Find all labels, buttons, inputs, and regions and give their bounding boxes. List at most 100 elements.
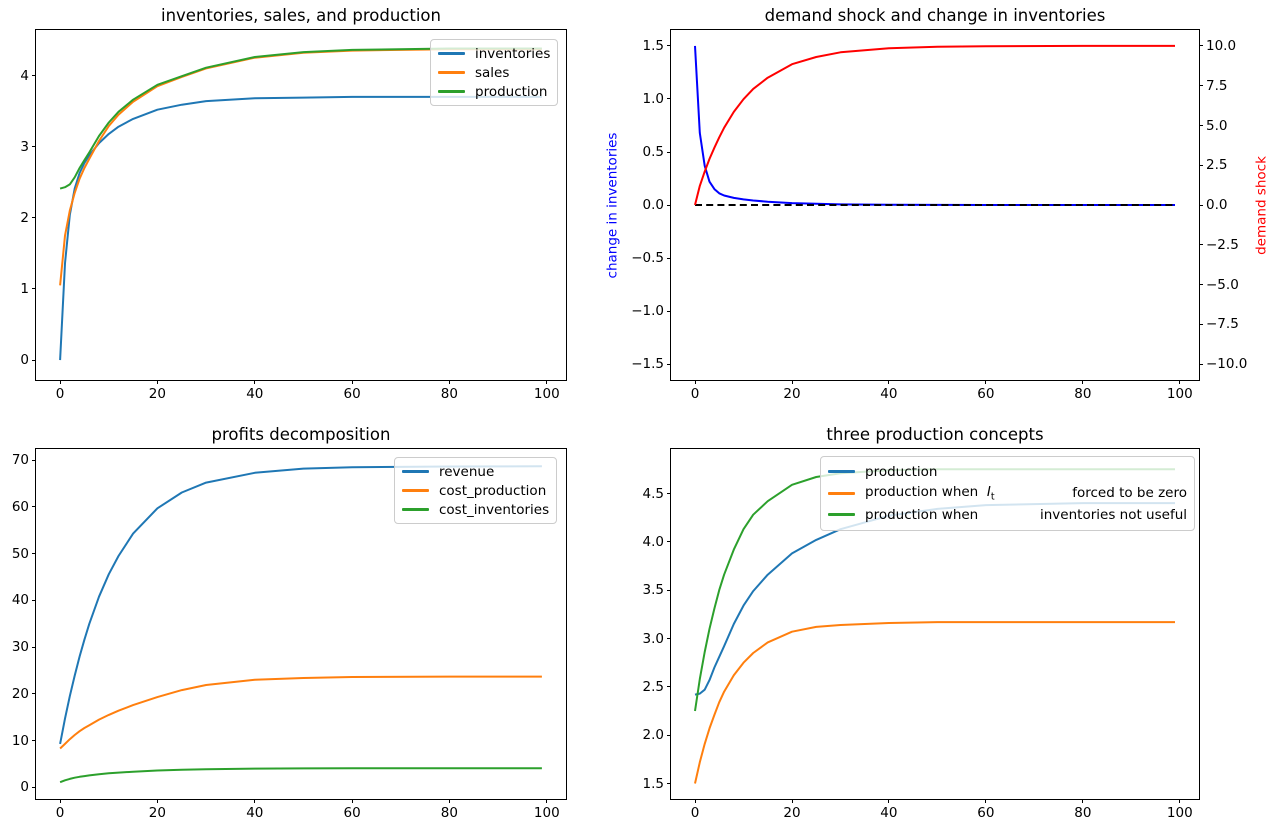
legend-entry-label-right: forced to be zero [1072, 485, 1187, 502]
y-tick-label-right: 7.5 [1206, 77, 1228, 94]
legend-entry-label-right: inventories not useful [1040, 506, 1187, 523]
x-tick-mark [351, 799, 353, 803]
legend-line-sample [438, 90, 465, 93]
legend-entry: production [438, 82, 550, 101]
y-tick-mark [32, 740, 36, 742]
legend-entry-label: production [865, 463, 938, 480]
y-tick-mark-right [1199, 244, 1203, 246]
y-tick-mark [32, 599, 36, 601]
y-tick-mark [32, 646, 36, 648]
y-tick-label: 10 [11, 732, 29, 749]
y-tick-label-right: 0.0 [1206, 197, 1228, 213]
y-tick-label: 20 [11, 685, 29, 702]
y-tick-mark [667, 541, 671, 543]
y-tick-label: −0.5 [631, 250, 664, 266]
y-tick-label: 0.0 [642, 197, 664, 213]
x-tick-label: 0 [690, 805, 700, 821]
legend-line-sample [828, 470, 855, 474]
y-tick-mark [32, 288, 36, 290]
chart-title-demand-shock-change-in-inventories: demand shock and change in inventories [764, 6, 1106, 25]
y-tick-mark [32, 217, 36, 219]
y-tick-mark-right [1199, 164, 1203, 166]
x-tick-label: 60 [343, 386, 361, 402]
y-tick-mark [667, 98, 671, 100]
x-tick-label: 20 [783, 805, 801, 821]
y-tick-label: 3 [20, 138, 29, 155]
x-tick-mark [59, 380, 61, 384]
y-tick-mark [667, 257, 671, 259]
y-tick-mark [32, 146, 36, 148]
legend-entry-label: cost_inventories [439, 501, 550, 518]
y-tick-mark-right [1199, 85, 1203, 87]
y-tick-mark-right [1199, 323, 1203, 325]
series-line-production-when-i-t-forced-to-be-zero [694, 621, 1175, 784]
legend-entry-label: sales [475, 64, 510, 81]
y-tick-label: −1.0 [631, 303, 664, 320]
x-tick-label: 100 [1166, 805, 1193, 821]
y-tick-mark [667, 151, 671, 153]
y-tick-mark [667, 783, 671, 784]
y-tick-mark [667, 493, 671, 494]
y-tick-label: −1.5 [631, 356, 664, 373]
x-tick-label: 80 [1074, 386, 1092, 402]
x-tick-mark [254, 380, 256, 384]
y-tick-mark-right [1199, 125, 1203, 126]
legend-entry: production [828, 461, 1187, 483]
x-tick-label: 40 [246, 386, 264, 402]
x-tick-mark [546, 799, 548, 803]
legend-line-sample [828, 513, 855, 517]
y-tick-mark [667, 734, 671, 736]
legend-three-production-concepts: production production when It forced to be… [820, 456, 1195, 531]
y-tick-label: 2 [20, 209, 29, 226]
x-tick-mark [546, 380, 548, 384]
y-tick-mark [32, 693, 36, 695]
y-tick-mark [32, 359, 36, 361]
legend-entry: cost_inventories [402, 500, 549, 519]
x-tick-label: 0 [55, 386, 65, 402]
chart-canvas-profits-decomposition [59, 465, 542, 784]
x-tick-label: 0 [690, 386, 700, 402]
x-tick-mark [985, 799, 987, 803]
math-subscript: t [990, 491, 995, 503]
x-tick-label: 60 [977, 805, 995, 821]
x-tick-label: 40 [246, 805, 264, 821]
x-tick-label: 20 [148, 386, 166, 402]
x-tick-mark [448, 380, 450, 384]
x-tick-label: 0 [55, 805, 65, 821]
y-tick-mark-right [1199, 363, 1203, 365]
y-tick-label: 30 [11, 639, 29, 656]
x-tick-label: 100 [533, 805, 560, 821]
x-tick-label: 80 [440, 386, 458, 402]
chart-title-profits-decomposition: profits decomposition [211, 425, 391, 444]
y-tick-label: 0.5 [642, 144, 664, 160]
y-tick-mark [667, 310, 671, 312]
x-tick-mark [254, 799, 256, 803]
x-tick-label: 40 [880, 386, 898, 402]
y-tick-mark [667, 45, 671, 47]
series-line-production [694, 502, 1175, 696]
legend-line-sample [402, 489, 429, 492]
series-line-cost-inventories [59, 767, 542, 784]
series-line-cost-production [59, 675, 542, 750]
y-tick-label-right: 10.0 [1206, 37, 1237, 54]
series-line-demand-shock [694, 44, 1175, 206]
y-tick-label-right: −2.5 [1206, 236, 1239, 253]
legend-entry: sales [438, 63, 550, 82]
x-tick-label: 60 [343, 805, 361, 821]
legend-entry-label: cost_production [439, 482, 547, 499]
y-tick-label: 50 [11, 545, 29, 562]
x-tick-mark [888, 799, 890, 803]
legend-entry-label: inventories [475, 45, 551, 62]
plot-area-demand-shock-change-in-inventories [670, 29, 1200, 381]
y-tick-mark [667, 638, 671, 639]
x-tick-mark [791, 380, 793, 384]
x-tick-label: 100 [1166, 386, 1193, 402]
y-tick-label: 3.5 [642, 582, 664, 599]
y-tick-mark-right [1199, 284, 1203, 285]
x-tick-mark [1179, 799, 1181, 803]
y-tick-label-right: −7.5 [1206, 316, 1239, 333]
y-tick-label: 4 [20, 67, 29, 84]
x-tick-mark [351, 380, 353, 384]
chart-title-inventories-sales-production: inventories, sales, and production [160, 6, 441, 25]
y-tick-mark [32, 459, 36, 461]
